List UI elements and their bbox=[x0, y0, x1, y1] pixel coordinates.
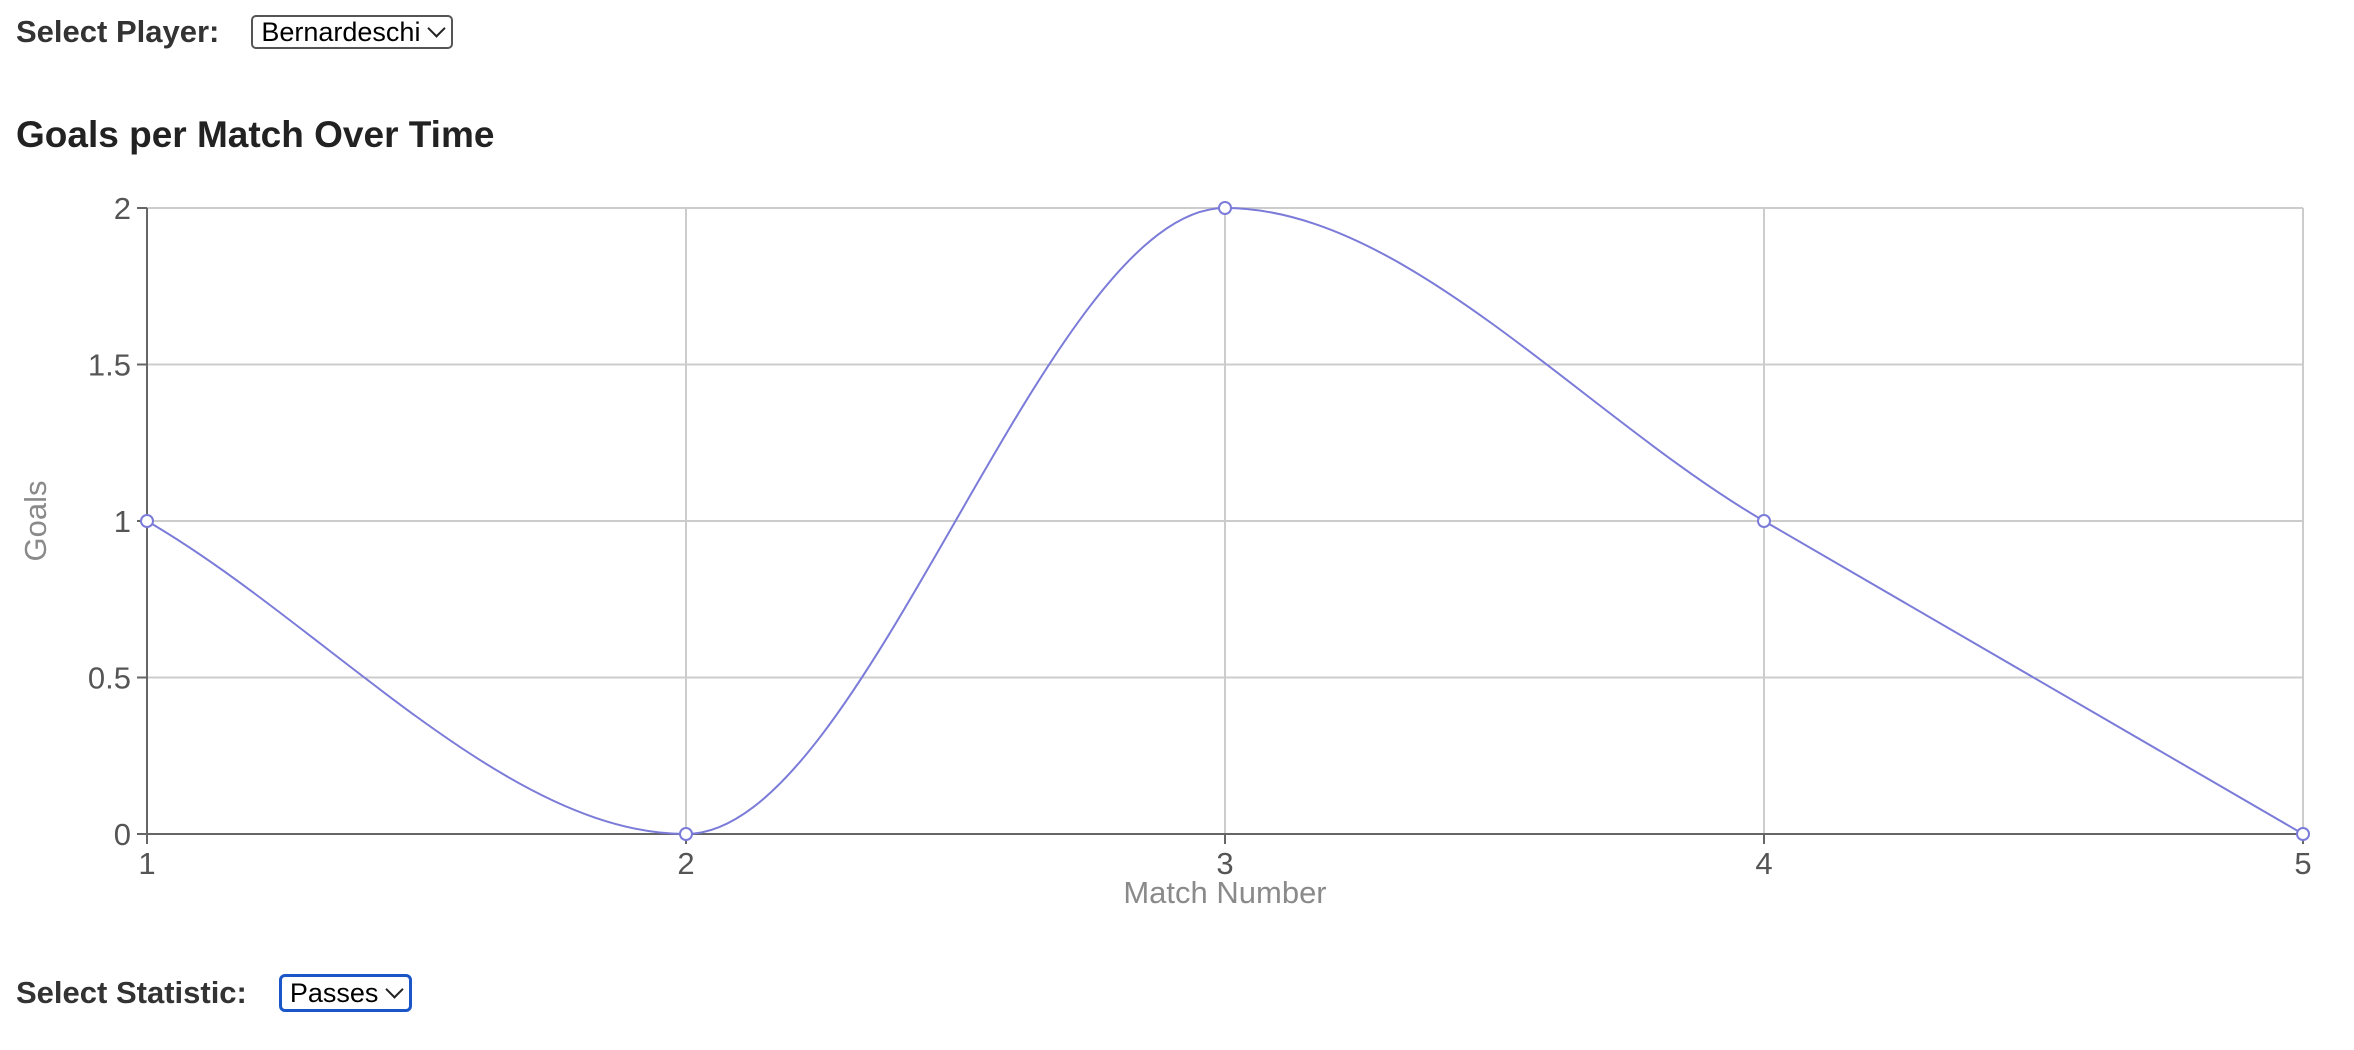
x-tick-label: 3 bbox=[1216, 846, 1233, 881]
x-tick-label: 1 bbox=[138, 846, 155, 881]
statistic-select-value: Passes bbox=[289, 977, 379, 1008]
data-point bbox=[2296, 827, 2310, 841]
y-tick-label: 0 bbox=[114, 817, 131, 852]
player-select[interactable]: Bernardeschi bbox=[251, 15, 454, 49]
statistic-selector-row: Select Statistic: Passes bbox=[16, 974, 413, 1012]
y-tick-label: 1 bbox=[114, 504, 131, 539]
data-point bbox=[1757, 514, 1771, 528]
y-tick-label: 0.5 bbox=[88, 661, 131, 696]
y-tick-label: 2 bbox=[114, 191, 131, 226]
chevron-down-icon bbox=[385, 980, 405, 999]
player-selector-row: Select Player: Bernardeschi bbox=[16, 14, 454, 50]
series-line bbox=[146, 206, 2304, 836]
chart-grid bbox=[146, 207, 2304, 835]
y-tick-label: 1.5 bbox=[88, 348, 131, 383]
goals-line-chart: 0 0.5 1 1.5 2 1 2 3 4 5 Match Number Goals bbox=[18, 191, 2312, 910]
data-point bbox=[679, 827, 693, 841]
chart-title: Goals per Match Over Time bbox=[16, 114, 495, 155]
x-axis-label: Match Number bbox=[1123, 875, 1326, 910]
player-select-label: Select Player: bbox=[16, 14, 220, 49]
x-tick-label: 5 bbox=[2294, 846, 2311, 881]
data-point bbox=[1218, 201, 1232, 215]
x-tick-label: 2 bbox=[677, 846, 694, 881]
y-axis-label: Goals bbox=[18, 481, 53, 562]
data-point bbox=[140, 514, 154, 528]
statistic-select-label: Select Statistic: bbox=[16, 975, 247, 1010]
chart-series bbox=[140, 201, 2310, 841]
statistic-select[interactable]: Passes bbox=[278, 974, 413, 1012]
player-select-value: Bernardeschi bbox=[261, 16, 421, 47]
x-tick-label: 4 bbox=[1755, 846, 1772, 881]
chart-axes: 0 0.5 1 1.5 2 1 2 3 4 5 bbox=[88, 191, 2312, 881]
